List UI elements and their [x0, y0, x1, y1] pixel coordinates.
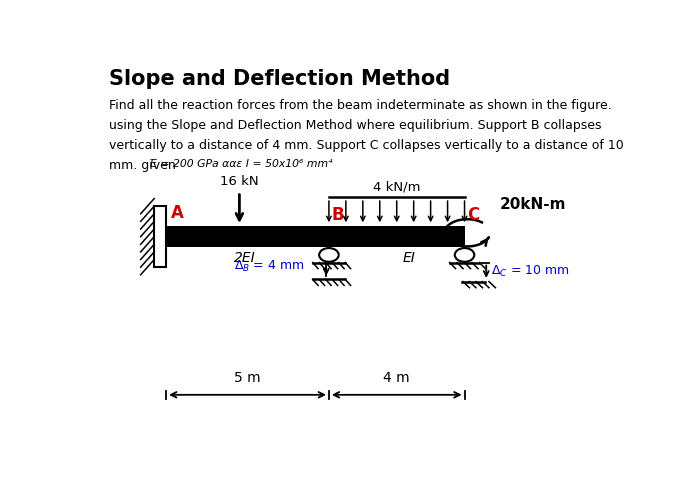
Text: B: B: [332, 206, 344, 224]
Text: A: A: [171, 204, 183, 222]
Text: 5 m: 5 m: [234, 371, 261, 385]
Text: Find all the reaction forces from the beam indeterminate as shown in the figure.: Find all the reaction forces from the be…: [109, 99, 612, 112]
Text: mm. given: mm. given: [109, 159, 180, 172]
Text: 4 m: 4 m: [384, 371, 410, 385]
Text: 20kN-m: 20kN-m: [500, 197, 566, 212]
Text: 16 kN: 16 kN: [220, 175, 259, 188]
Text: 4 kN/m: 4 kN/m: [373, 181, 421, 194]
Circle shape: [455, 248, 475, 262]
Text: Slope and Deflection Method: Slope and Deflection Method: [109, 69, 450, 89]
Text: C: C: [468, 206, 480, 224]
Text: $\Delta_B$ = 4 mm: $\Delta_B$ = 4 mm: [234, 259, 304, 274]
FancyBboxPatch shape: [154, 206, 166, 267]
Text: vertically to a distance of 4 mm. Support C collapses vertically to a distance o: vertically to a distance of 4 mm. Suppor…: [109, 139, 624, 152]
Text: $\Delta_C$ = 10 mm: $\Delta_C$ = 10 mm: [491, 264, 569, 279]
Circle shape: [319, 248, 339, 262]
Text: using the Slope and Deflection Method where equilibrium. Support B collapses: using the Slope and Deflection Method wh…: [109, 119, 602, 132]
Text: 2EI: 2EI: [234, 251, 256, 265]
Text: EI: EI: [402, 251, 415, 265]
Text: E = 200 GPa ααε I = 50x10⁶ mm⁴: E = 200 GPa ααε I = 50x10⁶ mm⁴: [150, 159, 332, 169]
FancyBboxPatch shape: [166, 226, 465, 248]
